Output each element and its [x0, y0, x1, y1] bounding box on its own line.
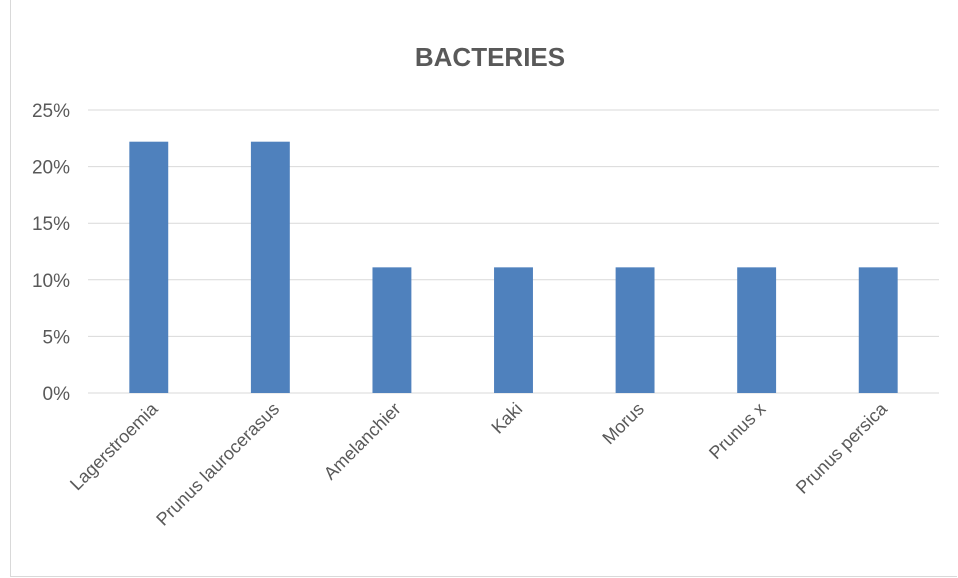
y-tick-label: 10% — [32, 271, 70, 292]
y-tick-label: 20% — [32, 158, 70, 179]
x-category-label: Prunus laurocerasus — [152, 399, 283, 530]
bar — [129, 141, 169, 393]
y-tick-label: 15% — [32, 214, 70, 235]
x-category-label: Prunus persica — [792, 398, 892, 498]
bar — [737, 267, 777, 393]
bar — [615, 267, 655, 393]
bar — [250, 141, 290, 393]
chart-frame — [10, 0, 957, 577]
y-tick-label: 5% — [43, 327, 71, 348]
chart-title: BACTERIES — [415, 42, 565, 72]
y-axis-ticks: 0% 5% 10% 15% 20% 25% — [32, 101, 70, 405]
x-category-label: Morus — [598, 399, 648, 449]
y-tick-label: 0% — [43, 384, 71, 405]
bar — [858, 267, 898, 393]
x-category-label: Amelanchier — [320, 399, 405, 484]
bars — [129, 141, 898, 393]
x-category-label: Kaki — [487, 399, 526, 438]
bar — [372, 267, 412, 393]
bar — [494, 267, 533, 393]
x-category-label: Lagerstroemia — [66, 398, 162, 494]
y-tick-label: 25% — [32, 101, 70, 122]
x-category-label: Prunus x — [705, 399, 769, 463]
